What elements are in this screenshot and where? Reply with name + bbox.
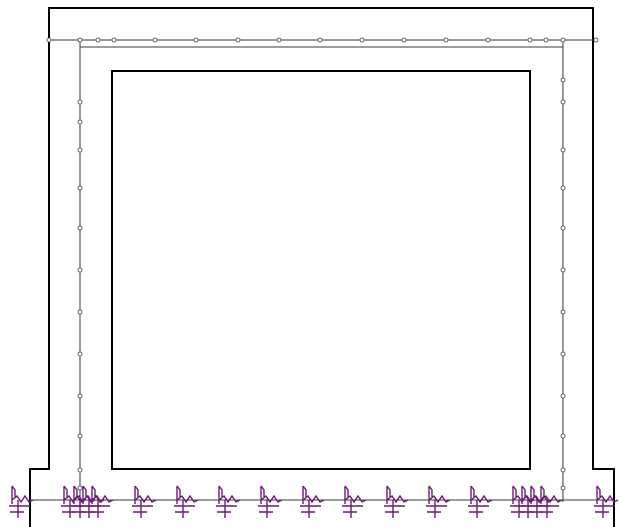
node-marker-icon [152,37,158,43]
node-marker-icon [77,185,83,191]
node-marker-icon [560,309,566,315]
spring-support-icon [538,485,563,518]
node-marker-icon [77,393,83,399]
spring-support-icon [89,485,114,518]
node-marker-icon [560,99,566,105]
inner-opening [111,70,531,470]
node-marker-icon [77,147,83,153]
node-marker-icon [359,37,365,43]
outer-outline [29,7,615,527]
node-marker-icon [560,351,566,357]
spring-support-icon [468,485,493,518]
node-marker-icon [46,37,52,43]
spring-support-icon [426,485,451,518]
node-marker-icon [77,351,83,357]
node-marker-icon [317,37,323,43]
node-marker-icon [77,309,83,315]
node-marker-icon [443,37,449,43]
spring-support-icon [342,485,367,518]
node-marker-icon [527,37,533,43]
node-marker-icon [593,37,599,43]
spring-support-icon [300,485,325,518]
node-marker-icon [77,485,83,491]
node-marker-icon [77,467,83,473]
node-markers [46,37,599,491]
node-marker-icon [560,37,566,43]
node-marker-icon [77,433,83,439]
rebar-lines [30,39,614,502]
node-marker-icon [276,37,282,43]
node-marker-icon [77,37,83,43]
spring-support-icon [9,485,34,518]
node-marker-icon [560,225,566,231]
node-marker-icon [485,37,491,43]
spring-support-icon [132,485,157,518]
node-marker-icon [560,467,566,473]
spring-support-icon [174,485,199,518]
spring-support-icon [216,485,241,518]
node-marker-icon [193,37,199,43]
node-marker-icon [235,37,241,43]
node-marker-icon [77,267,83,273]
node-marker-icon [77,225,83,231]
node-marker-icon [560,147,566,153]
node-marker-icon [560,393,566,399]
spring-supports [9,485,619,518]
node-marker-icon [560,185,566,191]
spring-support-icon [61,485,86,518]
node-marker-icon [77,99,83,105]
spring-support-icon [594,485,619,518]
node-marker-icon [111,37,117,43]
node-marker-icon [401,37,407,43]
node-marker-icon [95,37,101,43]
node-marker-icon [560,485,566,491]
node-marker-icon [560,267,566,273]
node-marker-icon [543,37,549,43]
node-marker-icon [77,119,83,125]
node-marker-icon [560,77,566,83]
node-marker-icon [560,433,566,439]
spring-support-icon [258,485,283,518]
spring-support-icon [384,485,409,518]
spring-support-icon [528,485,553,518]
